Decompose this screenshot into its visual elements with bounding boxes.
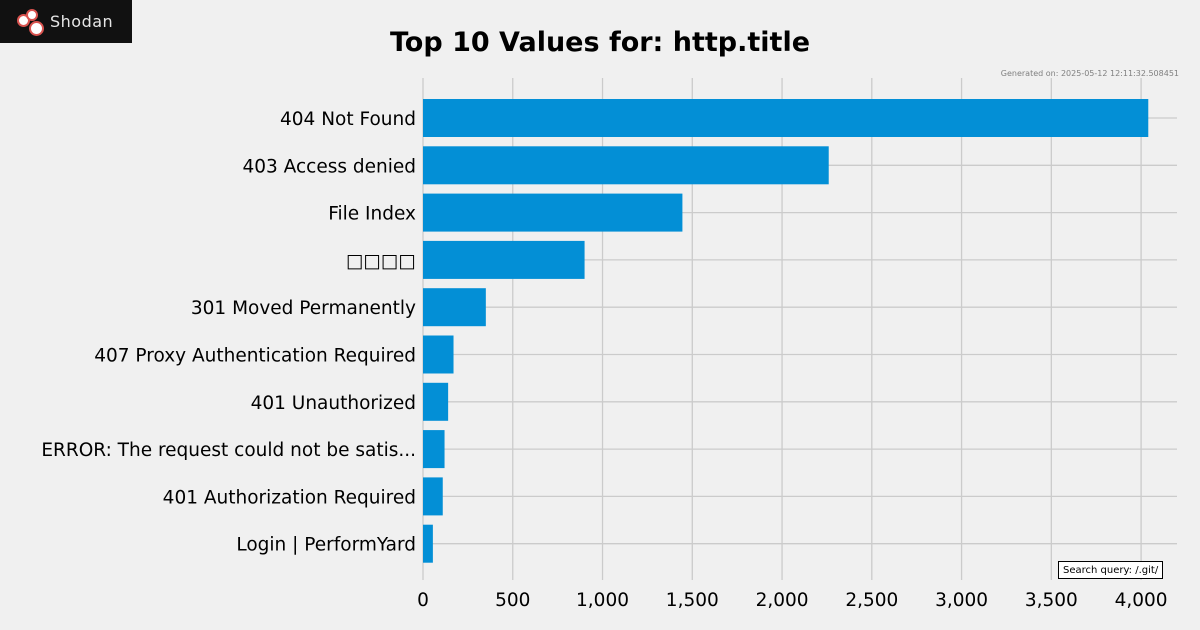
category-label: 407 Proxy Authentication Required: [94, 346, 416, 367]
category-label: ERROR: The request could not be satis...: [41, 440, 416, 461]
bar: [423, 99, 1149, 137]
bar: [423, 288, 486, 327]
bar: [423, 524, 433, 563]
category-label: File Index: [328, 204, 416, 225]
search-query-box: Search query: /.git/: [1058, 561, 1164, 579]
logo-text: Shodan: [50, 12, 114, 31]
x-tick-label: 2,000: [756, 590, 809, 611]
bar: [423, 335, 454, 374]
x-tick-label: 500: [495, 590, 530, 611]
generated-timestamp: Generated on: 2025-05-12 12:11:32.508451: [1000, 69, 1179, 78]
x-tick-label: 3,500: [1025, 590, 1078, 611]
bar: [423, 193, 683, 232]
chart-title: Top 10 Values for: http.title: [389, 27, 811, 58]
shodan-logo[interactable]: Shodan: [0, 0, 132, 43]
x-tick-label: 0: [417, 590, 429, 611]
category-label: 301 Moved Permanently: [191, 298, 416, 319]
shodan-logo-icon: [17, 8, 45, 36]
bar: [423, 430, 445, 469]
x-tick-label: 3,000: [935, 590, 988, 611]
category-label: 401 Authorization Required: [163, 487, 416, 508]
category-label: □□□□: [346, 251, 416, 272]
x-tick-label: 4,000: [1115, 590, 1168, 611]
x-tick-label: 2,500: [845, 590, 898, 611]
x-tick-label: 1,500: [666, 590, 719, 611]
category-label: Login | PerformYard: [236, 535, 416, 556]
bar: [423, 240, 585, 279]
bar: [423, 146, 829, 185]
bar: [423, 477, 443, 516]
x-tick-label: 1,000: [576, 590, 629, 611]
bar: [423, 382, 449, 421]
category-label: 403 Access denied: [242, 156, 416, 177]
category-label: 404 Not Found: [280, 109, 416, 130]
category-label: 401 Unauthorized: [251, 393, 416, 414]
